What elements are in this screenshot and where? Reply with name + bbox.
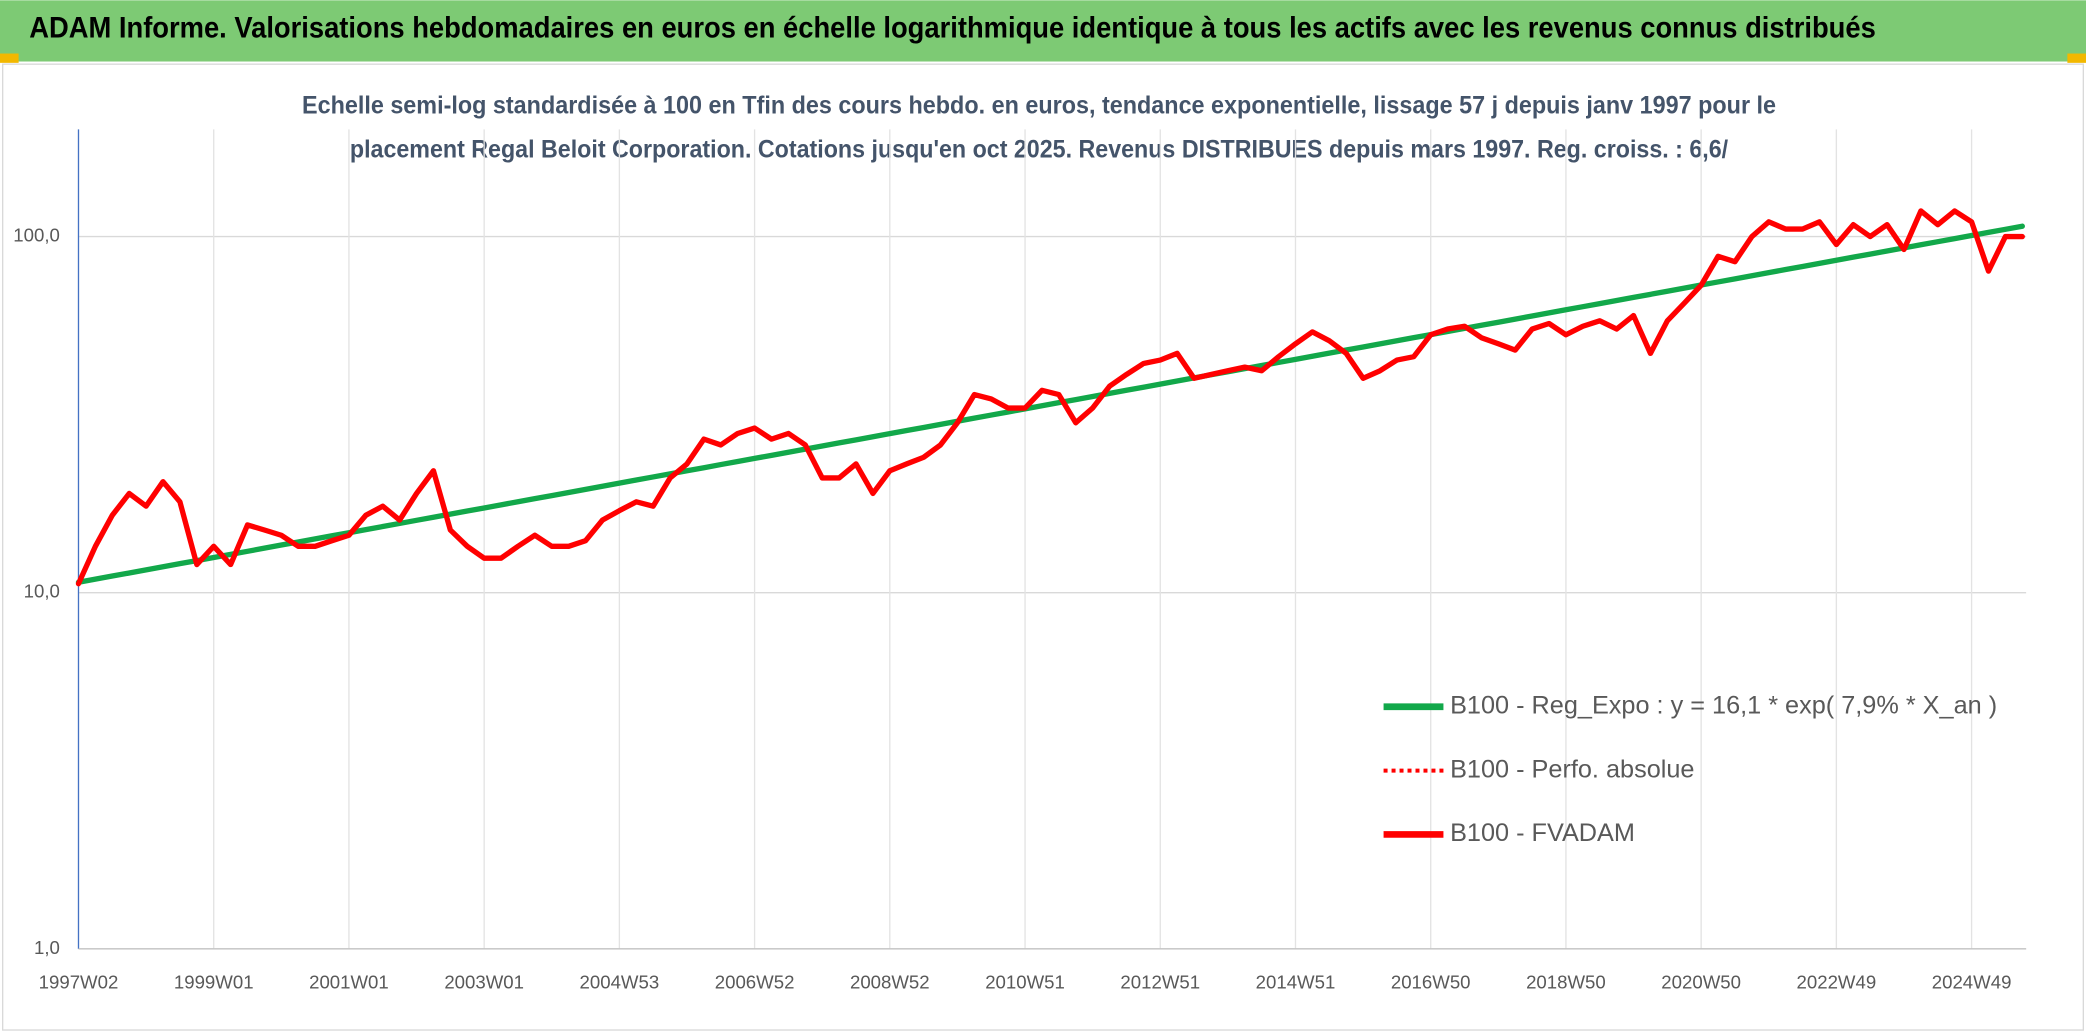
series-line — [75, 208, 2025, 587]
x-tick-label: 2016W50 — [1391, 971, 1471, 992]
x-tick-label: 2022W49 — [1797, 971, 1877, 992]
chart-subtitle: placement Regal Beloit Corporation. Cota… — [350, 135, 1728, 163]
y-tick-label: 1,0 — [34, 937, 60, 958]
x-tick-label: 2010W51 — [985, 971, 1065, 992]
x-tick-label: 1999W01 — [174, 971, 254, 992]
x-tick-label: 2001W01 — [309, 971, 389, 992]
corner-mark — [0, 53, 19, 63]
frame — [1, 63, 2085, 1031]
x-tick-label: 1997W02 — [39, 971, 119, 992]
x-tick-label: 2006W52 — [715, 971, 795, 992]
header-bar — [0, 0, 2086, 62]
y-tick-label: 10,0 — [24, 581, 60, 602]
x-tick-label: 2003W01 — [444, 971, 524, 992]
x-tick-label: 2024W49 — [1932, 971, 2012, 992]
x-tick-label: 2004W53 — [580, 971, 660, 992]
legend-label: B100 - Reg_Expo : y = 16,1 * exp( 7,9% *… — [1450, 691, 1997, 719]
x-tick-label: 2008W52 — [850, 971, 930, 992]
x-tick-label: 2012W51 — [1120, 971, 1200, 992]
legend-label: B100 - Perfo. absolue — [1450, 755, 1694, 783]
x-tick-label: 2020W50 — [1661, 971, 1741, 992]
x-tick-label: 2014W51 — [1256, 971, 1336, 992]
y-tick-label: 100,0 — [13, 224, 60, 245]
chart-subtitle: Echelle semi-log standardisée à 100 en T… — [302, 91, 1776, 119]
legend-label: B100 - FVADAM — [1450, 819, 1635, 847]
chart-title: ADAM Informe. Valorisations hebdomadaire… — [29, 12, 1876, 44]
x-tick-label: 2018W50 — [1526, 971, 1606, 992]
corner-mark — [2067, 53, 2086, 63]
